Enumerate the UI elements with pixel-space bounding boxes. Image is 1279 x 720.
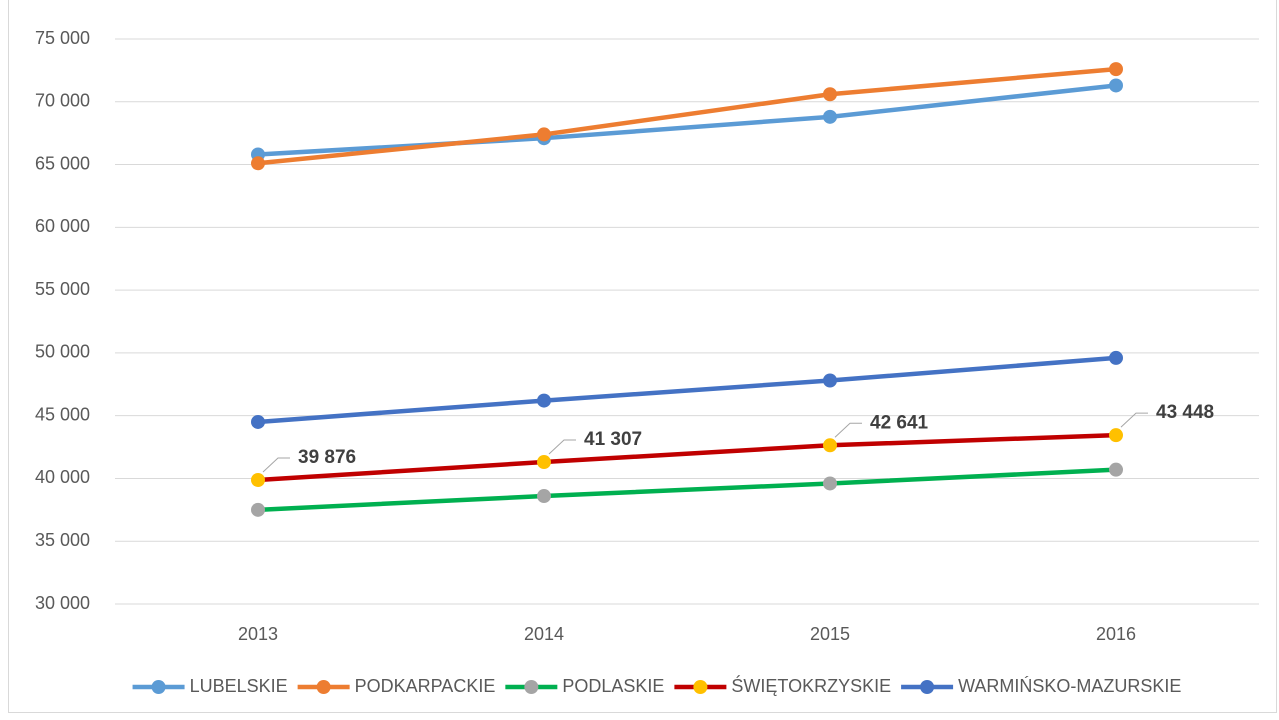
leader-line (834, 422, 862, 438)
legend-swatch-marker (524, 680, 539, 694)
series-line (255, 355, 1119, 425)
data-label: 41 307 (584, 429, 642, 450)
data-point (537, 393, 551, 408)
data-point (251, 473, 265, 488)
leader-line (548, 439, 576, 455)
data-point (1109, 350, 1123, 365)
y-tick-label: 65 000 (35, 153, 90, 173)
x-tick-label: 2013 (238, 624, 278, 644)
chart-border (8, 0, 1277, 713)
series-line (255, 467, 1119, 513)
legend-label: ŚWIĘTOKRZYSKIE (731, 675, 891, 696)
series-line (255, 66, 1119, 166)
legend-swatch-marker (693, 680, 708, 694)
data-point (537, 455, 551, 470)
y-tick-label: 45 000 (35, 404, 90, 424)
legend-label: PODLASKIE (562, 676, 664, 696)
data-label: 42 641 (870, 412, 929, 433)
data-point (823, 476, 837, 491)
y-tick-label: 40 000 (35, 467, 90, 487)
data-point (251, 502, 265, 517)
leader-line (262, 457, 290, 473)
y-tick-label: 50 000 (35, 342, 90, 362)
series-line (255, 432, 1119, 483)
data-point (1109, 462, 1123, 477)
y-tick-label: 35 000 (35, 530, 90, 550)
data-point (1109, 62, 1123, 77)
data-label: 43 448 (1156, 402, 1214, 423)
legend-swatch-marker (316, 680, 331, 694)
data-point (823, 109, 837, 124)
series-line (255, 83, 1119, 157)
legend-label: WARMIŃSKO-MAZURSKIE (958, 676, 1181, 696)
legend: LUBELSKIE PODKARPACKIE PODLASKIE ŚWIĘTOKRZY… (132, 675, 1181, 696)
data-label: 39 876 (298, 447, 356, 468)
data-point (251, 414, 265, 429)
y-tick-label: 60 000 (35, 216, 90, 236)
data-point (823, 438, 837, 453)
legend-swatch-marker (920, 680, 935, 694)
y-tick-label: 30 000 (35, 593, 90, 613)
y-tick-label: 55 000 (35, 279, 90, 299)
data-point (1109, 78, 1123, 93)
data-point (823, 373, 837, 388)
y-tick-label: 75 000 (35, 28, 90, 48)
y-tick-label: 70 000 (35, 91, 90, 111)
legend-label: PODKARPACKIE (355, 676, 496, 696)
data-point (537, 127, 551, 142)
x-tick-label: 2014 (524, 624, 564, 644)
data-point (823, 87, 837, 102)
x-tick-label: 2015 (810, 624, 850, 644)
leader-line (1120, 412, 1148, 428)
legend-label: LUBELSKIE (190, 676, 288, 696)
data-point (1109, 428, 1123, 443)
legend-swatch-marker (151, 680, 166, 694)
data-point (537, 489, 551, 504)
data-point (251, 156, 265, 171)
x-tick-label: 2016 (1096, 624, 1136, 644)
